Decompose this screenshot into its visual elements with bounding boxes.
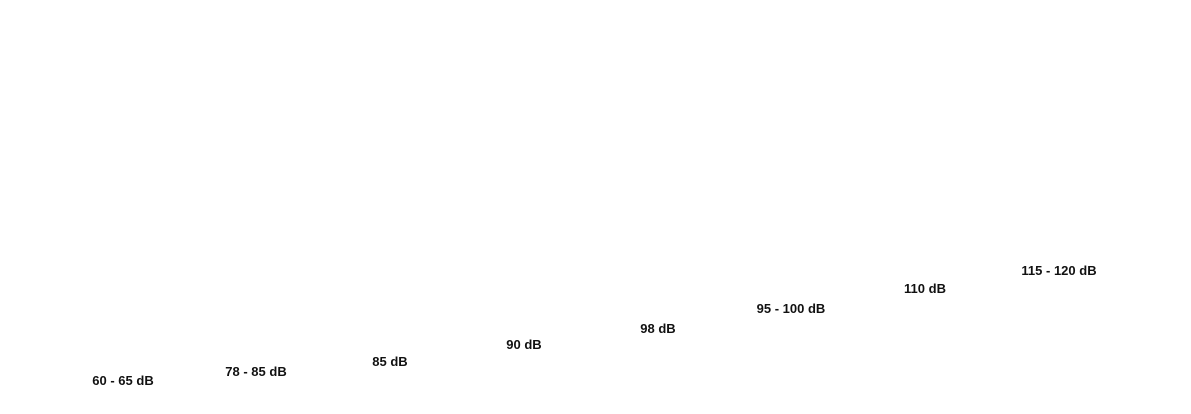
decibel-level-label: 95 - 100 dB — [756, 301, 826, 316]
decibel-level-label: 60 - 65 dB — [92, 373, 154, 388]
decibel-level-label: 78 - 85 dB — [225, 364, 287, 379]
decibel-level-label: 110 dB — [904, 281, 946, 296]
decibel-level-label: 90 dB — [506, 337, 542, 352]
decibel-level-label: 98 dB — [640, 321, 676, 336]
decibel-level-label: 85 dB — [372, 354, 408, 369]
decibel-level-label: 115 - 120 dB — [1021, 263, 1097, 278]
